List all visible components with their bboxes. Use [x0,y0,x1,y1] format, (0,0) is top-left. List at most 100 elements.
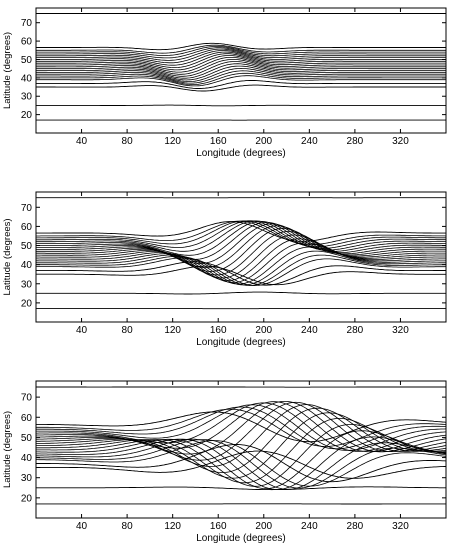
contour-line [36,80,446,89]
contour-line [36,404,446,451]
contour-line [36,228,446,272]
contour-line [36,57,446,73]
contour-line [36,72,446,85]
chart-panel-3: 40 80 120 160 200 240 280 320 20 30 40 50 60 70 Longit… [2,380,447,544]
contour-line [36,70,446,84]
contour-line [36,444,446,483]
contour-line [36,84,446,92]
x-tick-label: 120 [164,521,181,532]
x-tick-label: 200 [255,325,272,336]
contour-line [36,225,446,268]
contour-line [36,436,446,490]
contour-line [36,234,446,279]
x-tick-label: 160 [210,136,227,147]
contour-line [36,404,446,467]
y-tick-label: 20 [21,298,33,309]
contour-line [36,59,446,75]
y-tick-label: 30 [21,473,33,484]
contour-line [36,250,446,286]
contour-line [36,221,446,242]
contour-line [36,220,446,246]
y-tick-label: 50 [21,241,33,252]
contour-line [36,42,446,51]
x-tick-label: 280 [347,325,364,336]
contour-line [36,242,446,283]
contour-line [36,257,446,287]
x-tick-label: 160 [210,521,227,532]
y-axis-label: Latitude (degrees) [2,32,13,109]
x-tick-label: 120 [164,136,181,147]
x-tick-label: 200 [255,136,272,147]
contour-line [36,408,446,447]
x-tick-label: 40 [76,136,88,147]
contour-line [36,67,446,82]
y-tick-label: 60 [21,222,33,233]
contour-line [36,44,446,54]
plot-frame [35,7,447,134]
contour-line [36,411,446,443]
x-tick-label: 80 [122,325,134,336]
y-tick-label: 30 [21,92,33,103]
x-tick-label: 160 [210,325,227,336]
x-axis-label: Longitude (degrees) [196,337,286,348]
y-tick-label: 50 [21,433,33,444]
y-axis-label: Latitude (degrees) [2,411,13,488]
contour-lines [36,197,446,310]
y-tick-label: 70 [21,203,33,214]
y-tick-label: 30 [21,279,33,290]
contour-line [36,48,446,61]
contour-line [36,406,446,450]
contour-line [36,50,446,64]
x-axis-label: Longitude (degrees) [196,533,286,544]
x-tick-label: 40 [76,521,88,532]
y-tick-label: 40 [21,260,33,271]
contour-line [36,291,446,295]
contour-line [36,51,446,66]
plot-frame [35,191,447,323]
x-tick-label: 320 [392,325,409,336]
contour-line [36,221,446,260]
y-tick-label: 70 [21,18,33,29]
contour-line [36,220,446,249]
contour-line [36,261,446,286]
contour-line [36,220,446,252]
x-tick-label: 320 [392,136,409,147]
contour-line [36,407,446,474]
contour-lines [36,386,446,505]
contour-line [36,231,446,276]
contour-line [36,61,446,77]
contour-line [36,55,446,71]
y-tick-label: 50 [21,55,33,66]
y-tick-label: 40 [21,73,33,84]
x-tick-label: 40 [76,325,88,336]
x-tick-label: 80 [122,521,134,532]
y-tick-label: 20 [21,493,33,504]
contour-line [36,418,446,484]
x-tick-label: 80 [122,136,134,147]
y-tick-label: 20 [21,110,33,121]
contour-line [36,65,446,81]
contour-line [36,486,446,491]
contour-line [36,265,446,286]
x-tick-label: 240 [301,136,318,147]
contour-line [36,63,446,79]
chart-panel-2: 40 80 120 160 200 240 280 320 20 30 40 50 60 70 Longit… [2,191,447,348]
y-tick-label: 40 [21,453,33,464]
x-tick-label: 240 [301,521,318,532]
contour-line [36,246,446,285]
contour-line [36,47,446,59]
x-axis-label: Longitude (degrees) [196,148,286,159]
contour-line [36,221,446,256]
y-tick-label: 70 [21,393,33,404]
contour-line [36,46,446,56]
x-tick-label: 320 [392,521,409,532]
y-tick-label: 60 [21,413,33,424]
y-tick-label: 60 [21,37,33,48]
chart-panel-1: 40 80 120 160 200 240 280 320 20 30 40 50 60 70 Longit… [2,7,447,159]
contour-line [36,223,446,264]
contour-line [36,412,446,479]
contour-line [36,401,446,453]
contour-line [36,438,446,490]
x-tick-label: 240 [301,325,318,336]
